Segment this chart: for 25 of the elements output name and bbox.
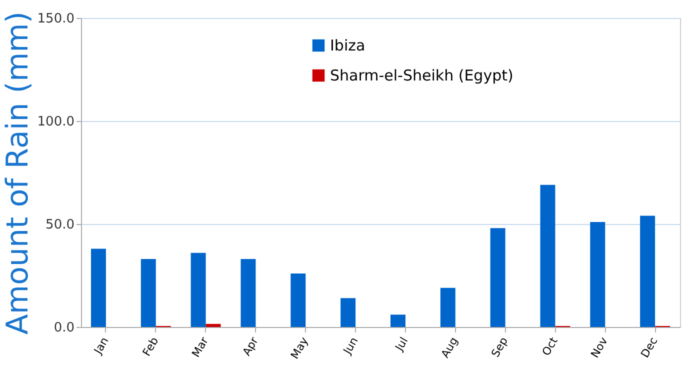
bar: [206, 324, 221, 327]
x-tick-label: Jan: [90, 334, 112, 358]
bar: [390, 314, 406, 327]
bar: [440, 288, 456, 327]
bar: [490, 228, 506, 327]
bar: [540, 184, 556, 327]
y-tick-label: 100.0: [37, 114, 74, 130]
bar: [340, 298, 356, 327]
legend-label: Sharm-el-Sheikh (Egypt): [330, 66, 514, 84]
bar: [240, 259, 256, 327]
y-tick-label: 150.0: [37, 12, 74, 26]
bar: [290, 273, 306, 327]
legend-label: Ibiza: [330, 36, 366, 54]
x-tick-label: Jul: [392, 335, 411, 354]
y-tick-label: 50.0: [46, 218, 74, 232]
bar: [90, 248, 106, 327]
bar: [590, 222, 606, 327]
y-axis-title: Amount of Rain (mm): [0, 11, 36, 335]
bar: [190, 252, 206, 327]
y-tick-label: 0.0: [54, 320, 74, 336]
x-tick-label: Oct: [540, 334, 561, 358]
bar: [640, 216, 656, 327]
bar: [140, 259, 156, 327]
x-tick-label: Jun: [340, 334, 361, 358]
x-tick-label: Feb: [140, 334, 162, 358]
